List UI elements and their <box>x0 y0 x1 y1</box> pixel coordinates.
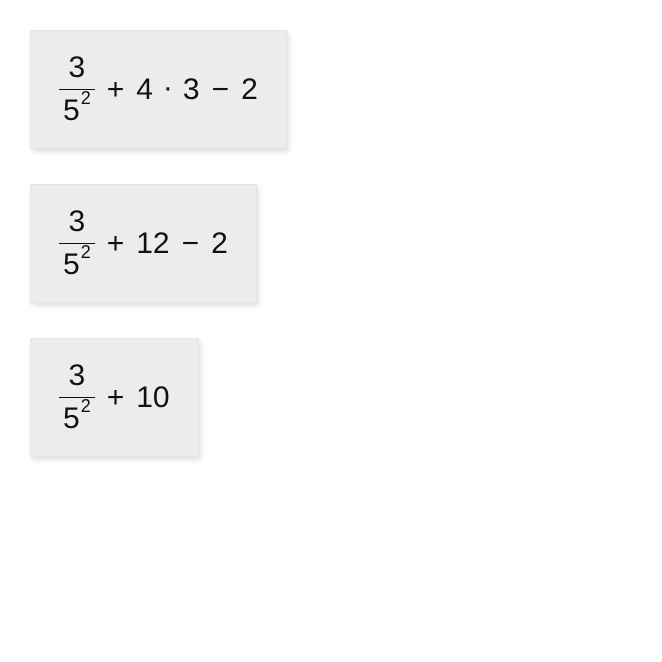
denominator-exponent: 2 <box>81 242 91 262</box>
plus-op: + <box>103 229 129 259</box>
plus-op: + <box>103 383 129 413</box>
expression-3: 3 52 + 10 <box>59 361 170 434</box>
denominator-exponent: 2 <box>81 396 91 416</box>
denominator-base: 5 <box>63 248 80 281</box>
multiply-op: · <box>161 73 175 103</box>
term: 3 <box>183 75 200 105</box>
denominator-exponent: 2 <box>81 88 91 108</box>
numerator: 3 <box>65 207 90 243</box>
fraction: 3 52 <box>59 207 95 280</box>
plus-op: + <box>103 75 129 105</box>
card-1: 3 52 + 4 · 3 − 2 <box>30 30 287 149</box>
denominator: 52 <box>59 397 95 434</box>
denominator: 52 <box>59 243 95 280</box>
expression-1: 3 52 + 4 · 3 − 2 <box>59 53 258 126</box>
minus-op: − <box>208 75 234 105</box>
card-3: 3 52 + 10 <box>30 338 199 457</box>
denominator: 52 <box>59 89 95 126</box>
fraction: 3 52 <box>59 361 95 434</box>
term: 2 <box>211 229 228 259</box>
denominator-base: 5 <box>63 402 80 435</box>
numerator: 3 <box>65 361 90 397</box>
term: 12 <box>136 229 169 259</box>
card-2: 3 52 + 12 − 2 <box>30 184 257 303</box>
minus-op: − <box>178 229 204 259</box>
denominator-base: 5 <box>63 94 80 127</box>
numerator: 3 <box>65 53 90 89</box>
expression-2: 3 52 + 12 − 2 <box>59 207 228 280</box>
fraction: 3 52 <box>59 53 95 126</box>
term: 10 <box>136 383 169 413</box>
term: 2 <box>241 75 258 105</box>
term: 4 <box>136 75 153 105</box>
